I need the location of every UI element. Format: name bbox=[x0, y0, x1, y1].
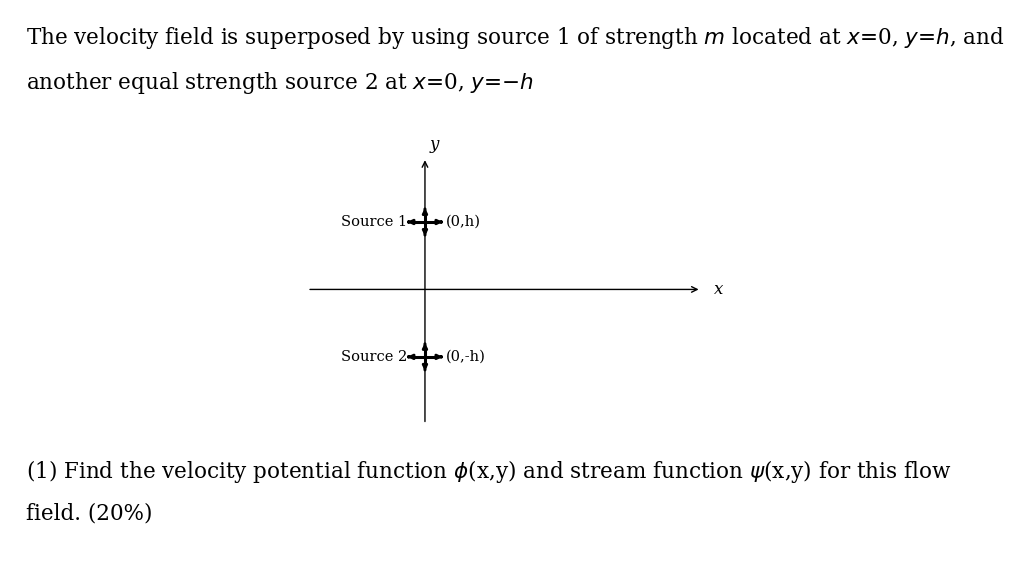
Text: x: x bbox=[714, 281, 723, 298]
Text: another equal strength source 2 at $\mathit{x}$=0, $\mathit{y}$=$\mathit{-h}$: another equal strength source 2 at $\mat… bbox=[26, 70, 534, 96]
Text: The velocity field is superposed by using source 1 of strength $\mathit{m}$ loca: The velocity field is superposed by usin… bbox=[26, 25, 1005, 51]
Text: (0,-h): (0,-h) bbox=[445, 350, 485, 364]
Text: Source 1: Source 1 bbox=[341, 215, 408, 229]
Text: y: y bbox=[430, 136, 439, 153]
Text: (1) Find the velocity potential function $\phi$(x,y) and stream function $\psi$(: (1) Find the velocity potential function… bbox=[26, 458, 951, 485]
Text: field. (20%): field. (20%) bbox=[26, 503, 153, 525]
Text: (0,h): (0,h) bbox=[445, 215, 480, 229]
Text: Source 2: Source 2 bbox=[341, 350, 408, 364]
